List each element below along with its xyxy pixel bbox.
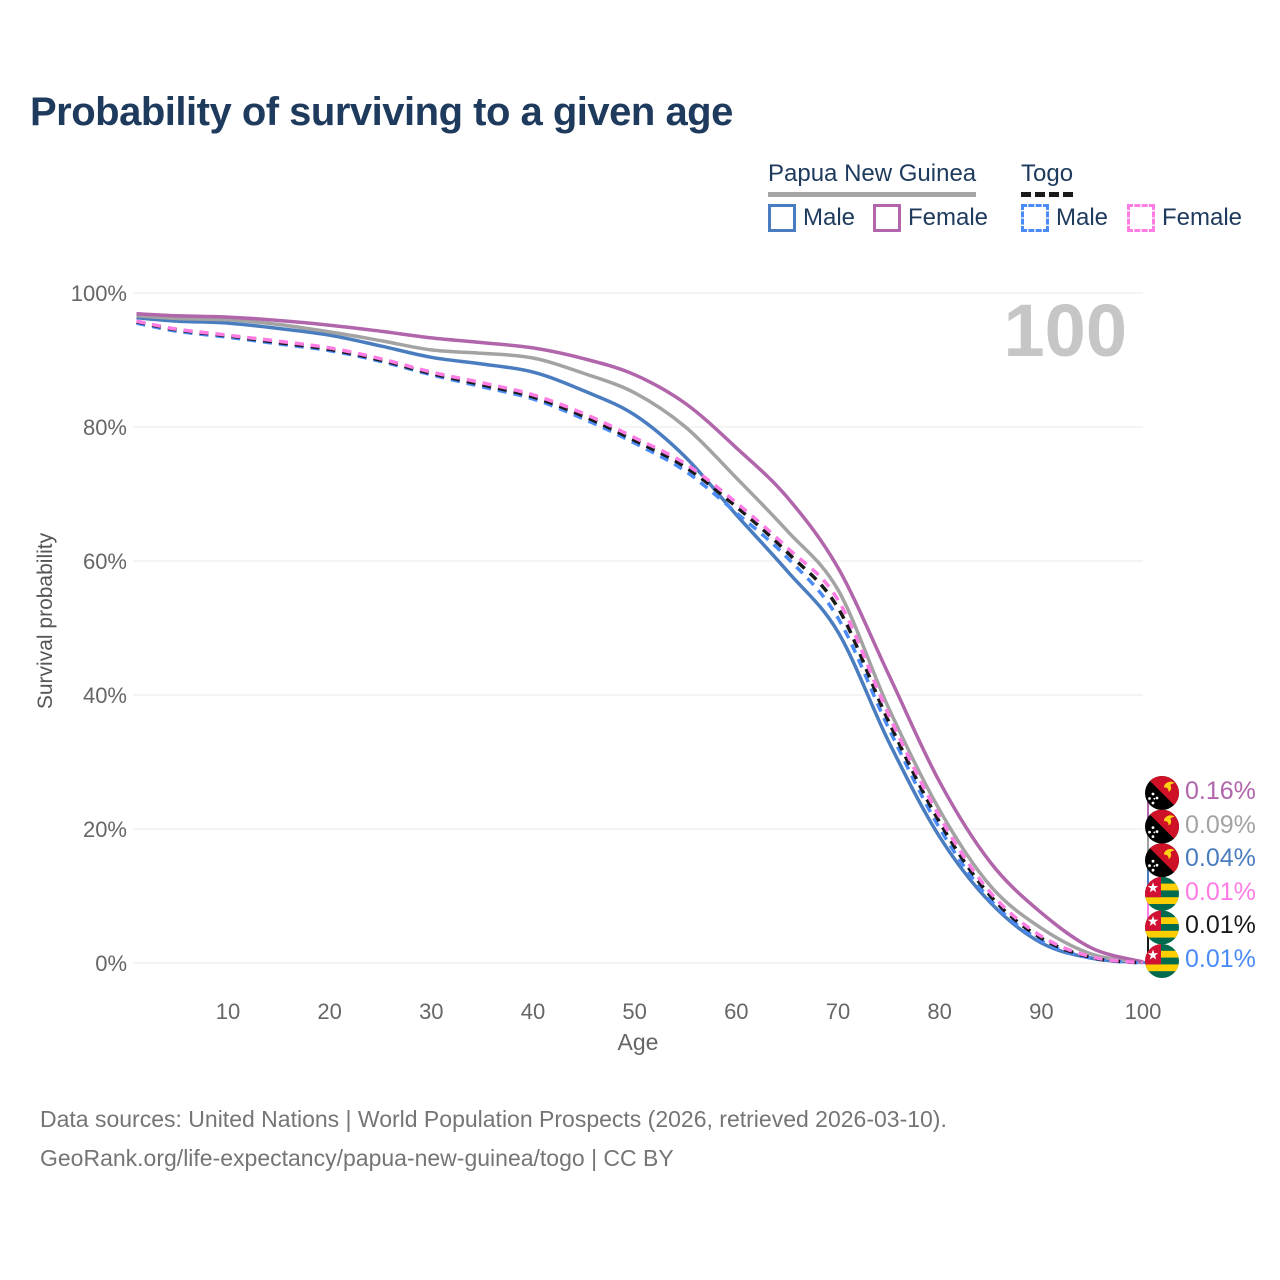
x-tick-40: 40 (521, 999, 545, 1024)
togo-flag-icon (1145, 944, 1179, 978)
x-tick-80: 80 (927, 999, 951, 1024)
end-label-png-male: 0.04% (1185, 844, 1256, 873)
x-tick-50: 50 (622, 999, 646, 1024)
y-tick-40: 40% (83, 683, 127, 708)
png-flag-icon (1145, 776, 1179, 810)
x-tick-20: 20 (317, 999, 341, 1024)
togo-flag-icon (1145, 877, 1179, 911)
togo-male-label: Male (1056, 204, 1109, 231)
togo-male-checkbox[interactable] (1021, 204, 1049, 232)
x-axis-title: Age (618, 1029, 659, 1055)
series-line-togo-total (136, 320, 1144, 965)
png-female-label: Female (908, 204, 989, 231)
legend-item-togo-male[interactable]: Male (1021, 204, 1108, 232)
x-tick-90: 90 (1029, 999, 1053, 1024)
png-flag-icon (1145, 810, 1179, 844)
end-value: 0.16% (1185, 777, 1256, 805)
legend-item-png-female[interactable]: Female (873, 204, 988, 232)
page-title: Probability of surviving to a given age (30, 90, 733, 134)
y-tick-0: 0% (95, 951, 127, 976)
legend-group-togo: Togo (1021, 160, 1074, 197)
x-tick-100: 100 (1125, 999, 1162, 1024)
end-value: 0.04% (1185, 844, 1256, 873)
series-line-png-total (136, 314, 1144, 965)
png-flag-icon (1145, 843, 1179, 877)
series-line-png-female (136, 312, 1144, 964)
png-female-checkbox[interactable] (873, 204, 901, 232)
end-value: 0.09% (1185, 810, 1256, 839)
legend-item-png-male[interactable]: Male (768, 204, 855, 232)
end-value: 0.01% (1185, 945, 1256, 973)
end-label-togo-male: 0.01% (1185, 945, 1256, 974)
y-tick-60: 60% (83, 549, 127, 574)
end-label-togo-female: 0.01% (1185, 878, 1256, 907)
x-tick-70: 70 (826, 999, 850, 1024)
data-sources-line: Data sources: United Nations | World Pop… (40, 1106, 947, 1132)
togo-flag-icon (1145, 910, 1179, 944)
series-line-togo-female (136, 319, 1144, 965)
png-male-checkbox[interactable] (768, 204, 796, 232)
legend-item-togo-female[interactable]: Female (1127, 204, 1242, 232)
y-tick-100: 100% (71, 281, 127, 306)
y-tick-20: 20% (83, 817, 127, 842)
series-line-png-male (136, 316, 1144, 965)
png-male-label: Male (803, 204, 856, 231)
attribution-line: GeoRank.org/life-expectancy/papua-new-gu… (40, 1145, 674, 1171)
end-label-png-female: 0.16% (1185, 777, 1256, 806)
legend-group-papua-new-guinea: Papua New Guinea (768, 160, 977, 197)
y-axis-title: Survival probability (34, 532, 57, 710)
age-counter: 100 (1003, 289, 1127, 372)
end-value: 0.01% (1185, 911, 1256, 940)
y-tick-80: 80% (83, 415, 127, 440)
togo-female-label: Female (1162, 204, 1243, 231)
series-line-togo-male (136, 321, 1144, 965)
footer: Data sources: United Nations | World Pop… (40, 1100, 947, 1178)
end-label-togo-total: 0.01% (1185, 911, 1256, 940)
x-tick-10: 10 (216, 999, 240, 1024)
end-label-png-total: 0.09% (1185, 811, 1256, 840)
end-value: 0.01% (1185, 877, 1256, 906)
x-tick-60: 60 (724, 999, 748, 1024)
x-tick-30: 30 (419, 999, 443, 1024)
togo-female-checkbox[interactable] (1127, 204, 1155, 232)
